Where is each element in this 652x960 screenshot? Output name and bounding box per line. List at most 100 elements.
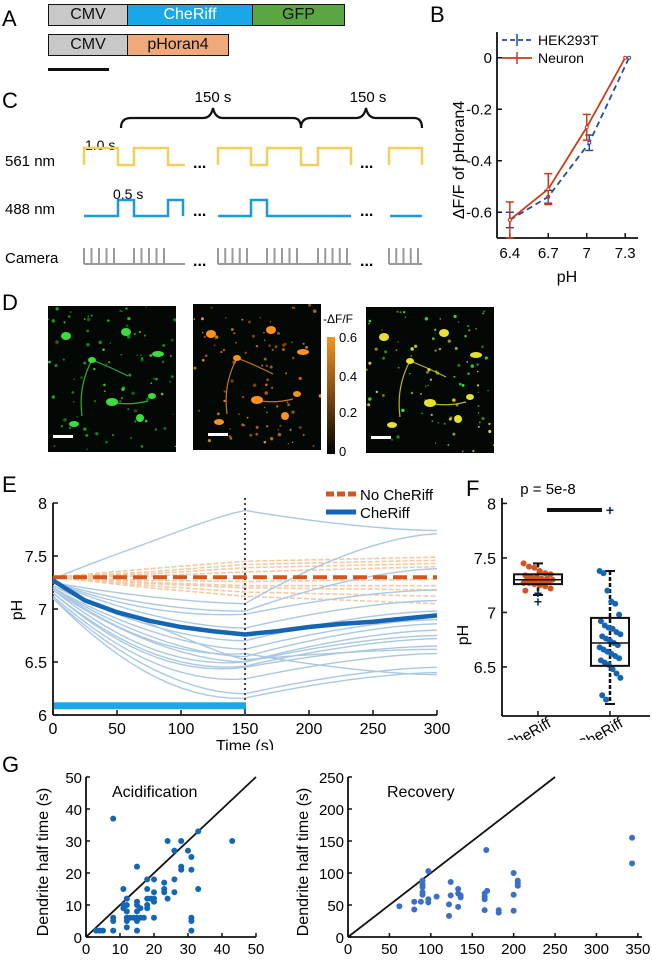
data-point: [600, 570, 607, 577]
cell-speck: [55, 307, 59, 311]
data-point: [123, 895, 130, 902]
construct-segment-cmv: CMV: [49, 35, 127, 55]
data-point: [188, 918, 195, 924]
data-point: [616, 655, 623, 662]
trace-561-a: [82, 146, 185, 167]
cell-speck: [435, 332, 437, 335]
cell-speck: [410, 391, 414, 395]
cell-speck: [80, 376, 83, 380]
cell-speck: [168, 380, 171, 383]
construct-segment-gfp: GFP: [252, 5, 344, 25]
x-tick-label: 250: [543, 941, 568, 958]
cell-speck: [149, 354, 153, 357]
trace-no-cheriff: [52, 556, 438, 578]
cell-speck: [263, 440, 267, 444]
cell-speck: [472, 449, 475, 453]
cell-speck: [200, 317, 204, 321]
cell-speck: [210, 306, 213, 309]
cell-speck: [93, 367, 96, 371]
colorbar-tick: 0.4: [339, 369, 358, 384]
cell-speck: [73, 378, 76, 381]
chart-b: 6.4 6.7 7 7.3 0 -0.2 -0.4 -0.6 pH ΔF/F of pHoran4…: [451, 32, 638, 286]
chart-g-acidification: 0102030405001020304050Soma half time (s)…: [35, 770, 264, 960]
cell-speck: [143, 334, 146, 337]
data-point: [603, 696, 610, 703]
x-axis-label: Time (s): [216, 738, 274, 750]
legend-label: CheRiff: [360, 505, 411, 522]
data-point: [526, 580, 532, 587]
trace-488-b: [218, 198, 351, 218]
data-point: [612, 600, 619, 607]
cell-speck: [478, 421, 481, 424]
data-point: [447, 878, 454, 885]
cell-speck: [76, 416, 79, 418]
data-point: [547, 585, 554, 592]
cell-speck: [155, 377, 158, 381]
y-tick-label: 6.5: [25, 655, 47, 672]
cell-speck: [264, 391, 268, 395]
cell-speck: [434, 442, 437, 444]
data-point: [597, 618, 604, 625]
data-point: [546, 187, 551, 192]
row-label-561: 561 nm: [5, 153, 55, 170]
cell-speck: [399, 311, 402, 314]
y-tick-label: 100: [319, 866, 344, 883]
cell-speck: [396, 435, 400, 439]
chart-title: Recovery: [387, 784, 455, 801]
cell-speck: [63, 418, 67, 422]
trace-488-a: [84, 198, 185, 218]
cell-speck: [266, 411, 268, 414]
cell-speck: [255, 432, 259, 436]
x-tick-label: 100: [168, 721, 195, 738]
y-tick-label: 0: [336, 930, 344, 947]
data-point: [629, 860, 636, 867]
cell-speck: [51, 319, 56, 323]
cell-speck: [488, 422, 491, 426]
cell-speck: [133, 409, 138, 413]
cell-body: [61, 332, 71, 340]
cell-speck: [298, 426, 302, 429]
y-axis-label: ΔF/F of pHoran4: [451, 101, 468, 219]
y-tick-label: 8: [38, 496, 47, 513]
data-point: [609, 666, 616, 673]
cell-speck: [482, 312, 485, 315]
cell-speck: [229, 428, 231, 430]
cell-body: [297, 349, 309, 355]
cell-speck: [483, 310, 486, 313]
panel-letter-c: C: [2, 88, 18, 113]
cell-body: [470, 352, 482, 358]
trace-no-cheriff: [52, 562, 438, 578]
y-tick-label: 7.5: [25, 549, 47, 566]
trace-no-cheriff: [52, 576, 438, 605]
neurite: [225, 357, 294, 415]
cell-speck: [312, 309, 317, 313]
data-point: [419, 884, 426, 891]
cell-speck: [150, 382, 153, 384]
cell-speck: [276, 331, 281, 335]
bracket-label-2: 150 s: [350, 89, 387, 106]
scale-bar: [371, 436, 391, 439]
cell-speck: [298, 376, 302, 381]
cell-speck: [169, 354, 172, 357]
cell-speck: [468, 329, 471, 332]
cell-speck: [285, 372, 288, 375]
cell-speck: [174, 445, 176, 448]
cell-speck: [235, 341, 237, 344]
cell-speck: [397, 341, 399, 343]
cell-speck: [246, 416, 249, 419]
cell-body: [439, 329, 449, 337]
cell-speck: [410, 347, 414, 351]
data-point: [507, 217, 512, 222]
x-tick-label: 150: [232, 721, 259, 738]
trace-no-cheriff: [52, 576, 438, 598]
data-point: [510, 870, 517, 876]
cell-speck: [395, 349, 398, 352]
cell-speck: [279, 424, 282, 427]
cell-speck: [121, 310, 123, 312]
data-point: [134, 863, 140, 870]
panel-letter-a: A: [2, 6, 17, 31]
series-line-neuron: [509, 57, 626, 221]
identity-line: [85, 776, 257, 938]
series-line-hek293t: [509, 57, 630, 221]
cell-speck: [409, 372, 411, 375]
